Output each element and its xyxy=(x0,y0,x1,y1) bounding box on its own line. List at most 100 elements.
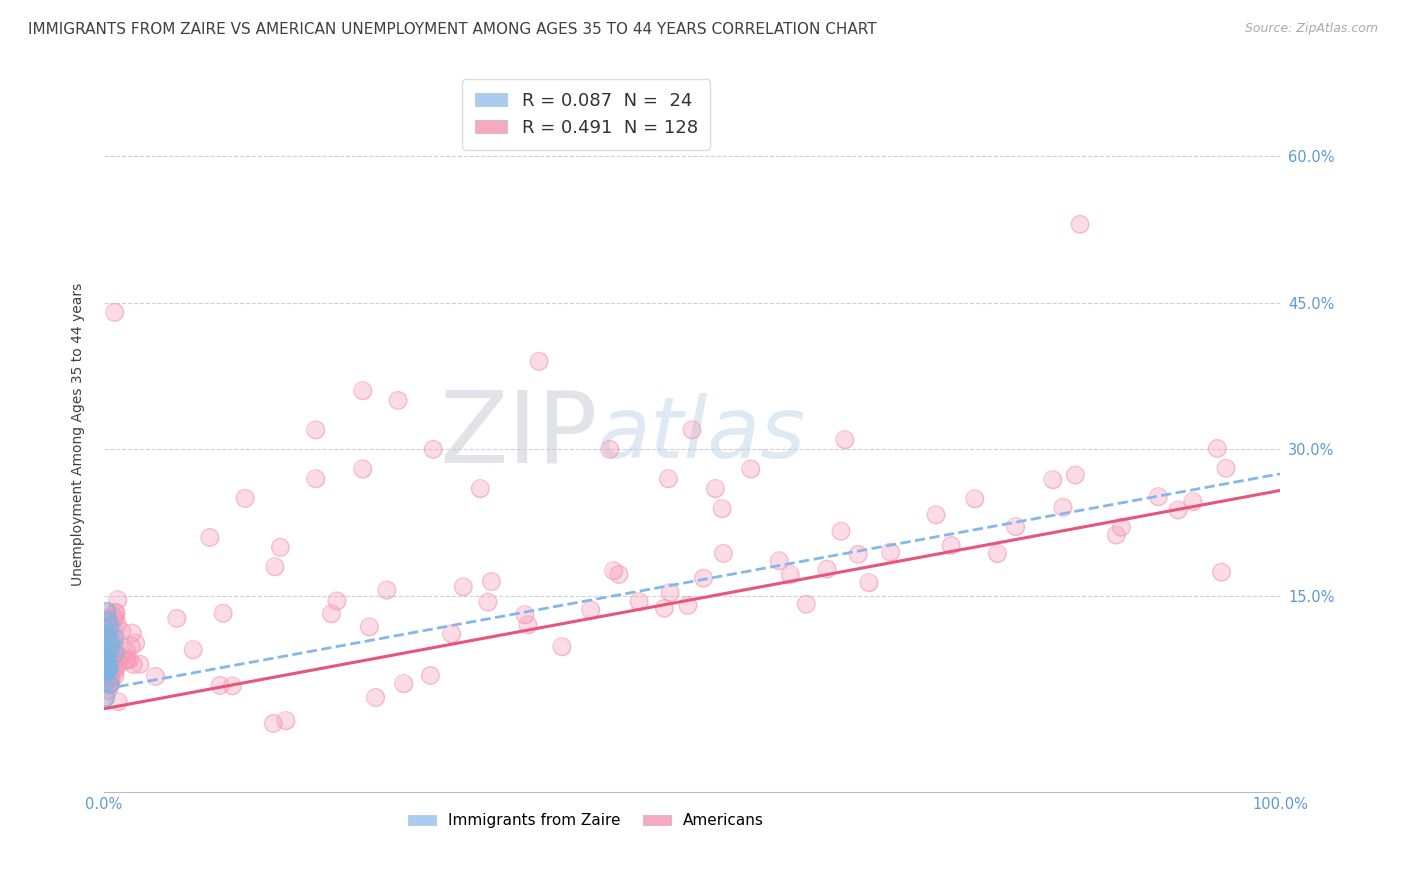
Point xyxy=(1181,494,1204,508)
Point xyxy=(94,663,117,677)
Point xyxy=(212,607,235,621)
Point xyxy=(94,663,117,677)
Point xyxy=(628,594,651,608)
Point xyxy=(579,603,602,617)
Point xyxy=(221,679,243,693)
Point xyxy=(93,658,115,673)
Point xyxy=(97,683,120,698)
Point xyxy=(97,663,120,677)
Point xyxy=(97,665,120,679)
Point xyxy=(93,667,115,681)
Point xyxy=(470,482,492,496)
Point xyxy=(100,664,122,678)
Point xyxy=(1042,473,1064,487)
Point xyxy=(1211,565,1233,579)
Point xyxy=(94,634,117,648)
Point xyxy=(103,631,125,645)
Point xyxy=(93,621,115,635)
Point xyxy=(98,677,121,691)
Point xyxy=(387,393,409,408)
Point xyxy=(779,567,801,582)
Point xyxy=(269,541,291,555)
Point xyxy=(1206,442,1229,456)
Point xyxy=(97,663,120,677)
Point xyxy=(513,607,536,622)
Point xyxy=(98,639,121,653)
Point xyxy=(97,658,120,673)
Point xyxy=(93,691,115,706)
Point xyxy=(470,482,492,496)
Point xyxy=(262,716,284,731)
Point xyxy=(513,607,536,622)
Point xyxy=(94,648,117,662)
Point xyxy=(1069,217,1091,231)
Point xyxy=(124,636,146,650)
Point xyxy=(221,679,243,693)
Point xyxy=(101,657,124,671)
Point xyxy=(321,607,343,621)
Point xyxy=(115,653,138,667)
Point xyxy=(105,616,128,631)
Point xyxy=(352,384,374,398)
Point xyxy=(104,646,127,660)
Point xyxy=(96,638,118,652)
Point xyxy=(93,673,115,688)
Point xyxy=(100,671,122,685)
Point xyxy=(94,662,117,676)
Point xyxy=(128,657,150,672)
Point xyxy=(105,607,128,621)
Point xyxy=(97,614,120,628)
Point xyxy=(815,562,838,576)
Point xyxy=(96,628,118,642)
Point xyxy=(681,423,703,437)
Point xyxy=(740,462,762,476)
Point xyxy=(925,508,948,522)
Point xyxy=(713,546,735,560)
Text: IMMIGRANTS FROM ZAIRE VS AMERICAN UNEMPLOYMENT AMONG AGES 35 TO 44 YEARS CORRELA: IMMIGRANTS FROM ZAIRE VS AMERICAN UNEMPL… xyxy=(28,22,877,37)
Point xyxy=(97,683,120,698)
Point xyxy=(93,657,115,671)
Point xyxy=(676,599,699,613)
Point xyxy=(181,642,204,657)
Point xyxy=(740,462,762,476)
Point xyxy=(364,690,387,705)
Point xyxy=(100,677,122,691)
Point xyxy=(145,669,167,683)
Point xyxy=(305,472,328,486)
Point xyxy=(115,653,138,667)
Point xyxy=(96,638,118,652)
Point xyxy=(628,594,651,608)
Point xyxy=(96,626,118,640)
Point xyxy=(1167,503,1189,517)
Point xyxy=(94,674,117,689)
Point xyxy=(305,472,328,486)
Point xyxy=(794,597,817,611)
Point xyxy=(96,611,118,625)
Point xyxy=(93,691,115,706)
Point xyxy=(659,585,682,599)
Point xyxy=(1147,490,1170,504)
Point xyxy=(105,607,128,621)
Point xyxy=(100,638,122,652)
Point xyxy=(96,655,118,669)
Point xyxy=(98,640,121,655)
Text: atlas: atlas xyxy=(598,393,806,476)
Point xyxy=(100,638,122,652)
Point xyxy=(1052,500,1074,515)
Point xyxy=(96,645,118,659)
Point xyxy=(100,671,122,685)
Point xyxy=(94,634,117,648)
Point xyxy=(100,677,122,691)
Point xyxy=(93,643,115,657)
Point xyxy=(98,640,121,655)
Point xyxy=(516,617,538,632)
Point xyxy=(269,541,291,555)
Point xyxy=(579,603,602,617)
Point xyxy=(96,655,118,669)
Point xyxy=(963,491,986,506)
Point xyxy=(1069,217,1091,231)
Point xyxy=(98,678,121,692)
Point xyxy=(121,626,143,640)
Point xyxy=(96,655,118,669)
Point xyxy=(115,653,138,667)
